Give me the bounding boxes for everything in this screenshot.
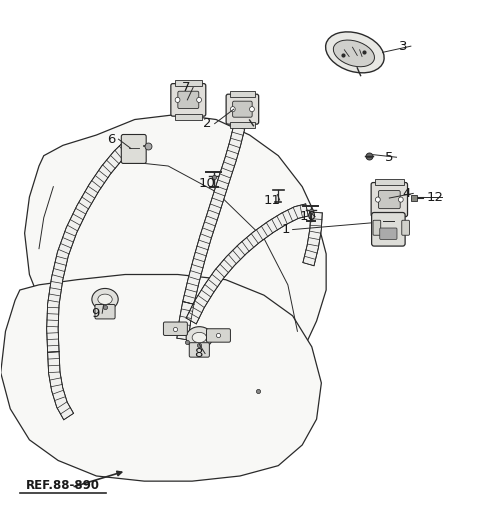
- FancyBboxPatch shape: [175, 113, 202, 120]
- Circle shape: [398, 197, 403, 202]
- Polygon shape: [47, 142, 132, 352]
- Polygon shape: [0, 275, 322, 481]
- Text: 11: 11: [264, 194, 281, 207]
- Text: 4: 4: [402, 187, 410, 200]
- FancyBboxPatch shape: [121, 135, 146, 163]
- FancyBboxPatch shape: [372, 212, 405, 246]
- FancyBboxPatch shape: [375, 214, 404, 220]
- Polygon shape: [186, 204, 308, 324]
- Ellipse shape: [186, 327, 213, 349]
- FancyBboxPatch shape: [230, 122, 255, 128]
- Text: 8: 8: [194, 347, 202, 360]
- Ellipse shape: [333, 40, 374, 67]
- Text: 10: 10: [199, 177, 216, 190]
- Text: 3: 3: [399, 40, 408, 53]
- FancyBboxPatch shape: [95, 305, 115, 319]
- FancyBboxPatch shape: [378, 191, 400, 209]
- Circle shape: [250, 107, 254, 112]
- FancyBboxPatch shape: [373, 220, 381, 235]
- Circle shape: [197, 97, 202, 103]
- Text: 9: 9: [91, 307, 99, 320]
- Polygon shape: [48, 352, 73, 420]
- Circle shape: [175, 97, 180, 103]
- FancyBboxPatch shape: [206, 329, 230, 342]
- FancyBboxPatch shape: [226, 94, 259, 124]
- Text: 2: 2: [203, 117, 212, 130]
- Text: REF.88-890: REF.88-890: [26, 479, 100, 492]
- Polygon shape: [177, 301, 194, 340]
- Text: 1: 1: [281, 223, 290, 236]
- FancyBboxPatch shape: [375, 179, 404, 185]
- Polygon shape: [183, 113, 248, 305]
- FancyBboxPatch shape: [233, 101, 252, 117]
- Ellipse shape: [92, 289, 118, 310]
- FancyBboxPatch shape: [230, 91, 255, 97]
- FancyBboxPatch shape: [163, 322, 187, 336]
- Polygon shape: [303, 212, 322, 266]
- Ellipse shape: [192, 333, 206, 343]
- FancyBboxPatch shape: [171, 83, 206, 116]
- FancyBboxPatch shape: [189, 343, 209, 357]
- Text: 10: 10: [300, 210, 316, 223]
- Text: 6: 6: [107, 133, 116, 146]
- FancyBboxPatch shape: [175, 80, 202, 86]
- Circle shape: [230, 107, 235, 112]
- Ellipse shape: [325, 32, 384, 73]
- FancyBboxPatch shape: [402, 220, 409, 235]
- Circle shape: [375, 197, 380, 202]
- Ellipse shape: [98, 294, 112, 305]
- Polygon shape: [24, 114, 326, 393]
- Text: 7: 7: [181, 81, 190, 94]
- FancyBboxPatch shape: [178, 91, 199, 109]
- Text: 12: 12: [427, 191, 444, 204]
- FancyBboxPatch shape: [380, 228, 397, 239]
- FancyBboxPatch shape: [371, 182, 408, 217]
- Text: 5: 5: [385, 151, 394, 164]
